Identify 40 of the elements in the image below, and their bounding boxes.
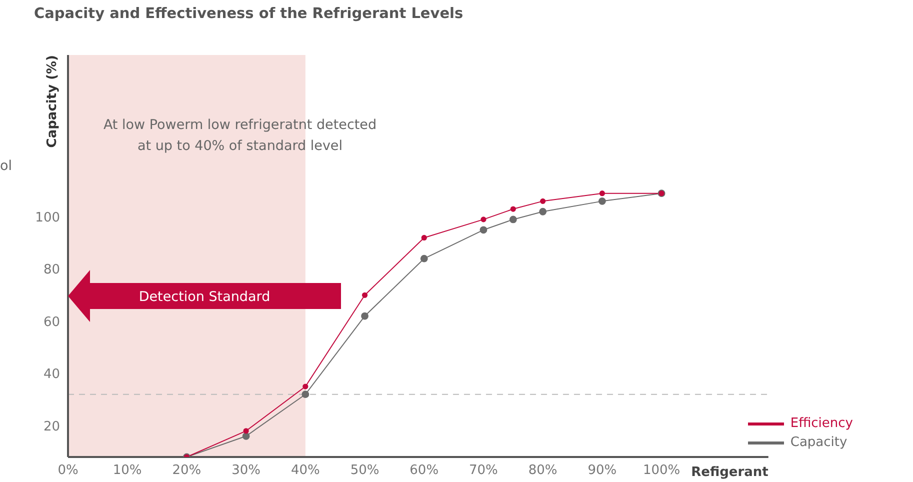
point <box>302 390 310 398</box>
y-tick-label: 40 <box>43 367 60 382</box>
x-tick-label: 30% <box>232 463 261 478</box>
point <box>302 384 308 390</box>
point <box>362 292 368 298</box>
x-tick-label: 90% <box>588 463 617 478</box>
legend-label: Efficiency <box>790 416 853 431</box>
x-tick-label: 70% <box>469 463 498 478</box>
x-axis-title: Refigerant <box>691 465 768 480</box>
annotation: At low Powerm low refrigeratnt detected at up to 40% of standard level <box>102 116 378 156</box>
point <box>599 190 605 196</box>
point <box>510 206 516 212</box>
x-tick-label: 50% <box>350 463 380 478</box>
text: ol <box>0 157 14 176</box>
point <box>539 208 547 216</box>
x-tick-label: 0% <box>58 463 78 478</box>
point <box>420 254 428 262</box>
point <box>540 198 546 204</box>
point <box>480 226 488 234</box>
y-axis-title: Capacity (%) <box>45 55 60 148</box>
y-tick-label: 100 <box>35 210 60 226</box>
y-tick-label: 20 <box>43 419 60 434</box>
point <box>480 216 486 222</box>
x-tick-label: 40% <box>290 463 320 478</box>
x-tick-label: 60% <box>410 463 439 478</box>
point <box>598 197 606 205</box>
point <box>509 216 517 224</box>
y-tick-label: 80 <box>43 262 60 278</box>
x-tick-label: 80% <box>528 463 558 478</box>
x-tick-label: 10% <box>112 463 142 478</box>
point <box>361 312 368 320</box>
x-tick-label: 20% <box>172 463 202 478</box>
chart-title: Capacity and Effectiveness of the Refrigerant Levels <box>34 6 464 22</box>
legend-label: Capacity <box>790 435 848 450</box>
point <box>242 432 250 440</box>
y-tick-label: 60 <box>43 314 60 330</box>
annotation: Detection Standard <box>138 288 272 307</box>
point <box>421 234 427 241</box>
point <box>243 428 249 434</box>
x-tick-label: 100% <box>642 463 680 478</box>
